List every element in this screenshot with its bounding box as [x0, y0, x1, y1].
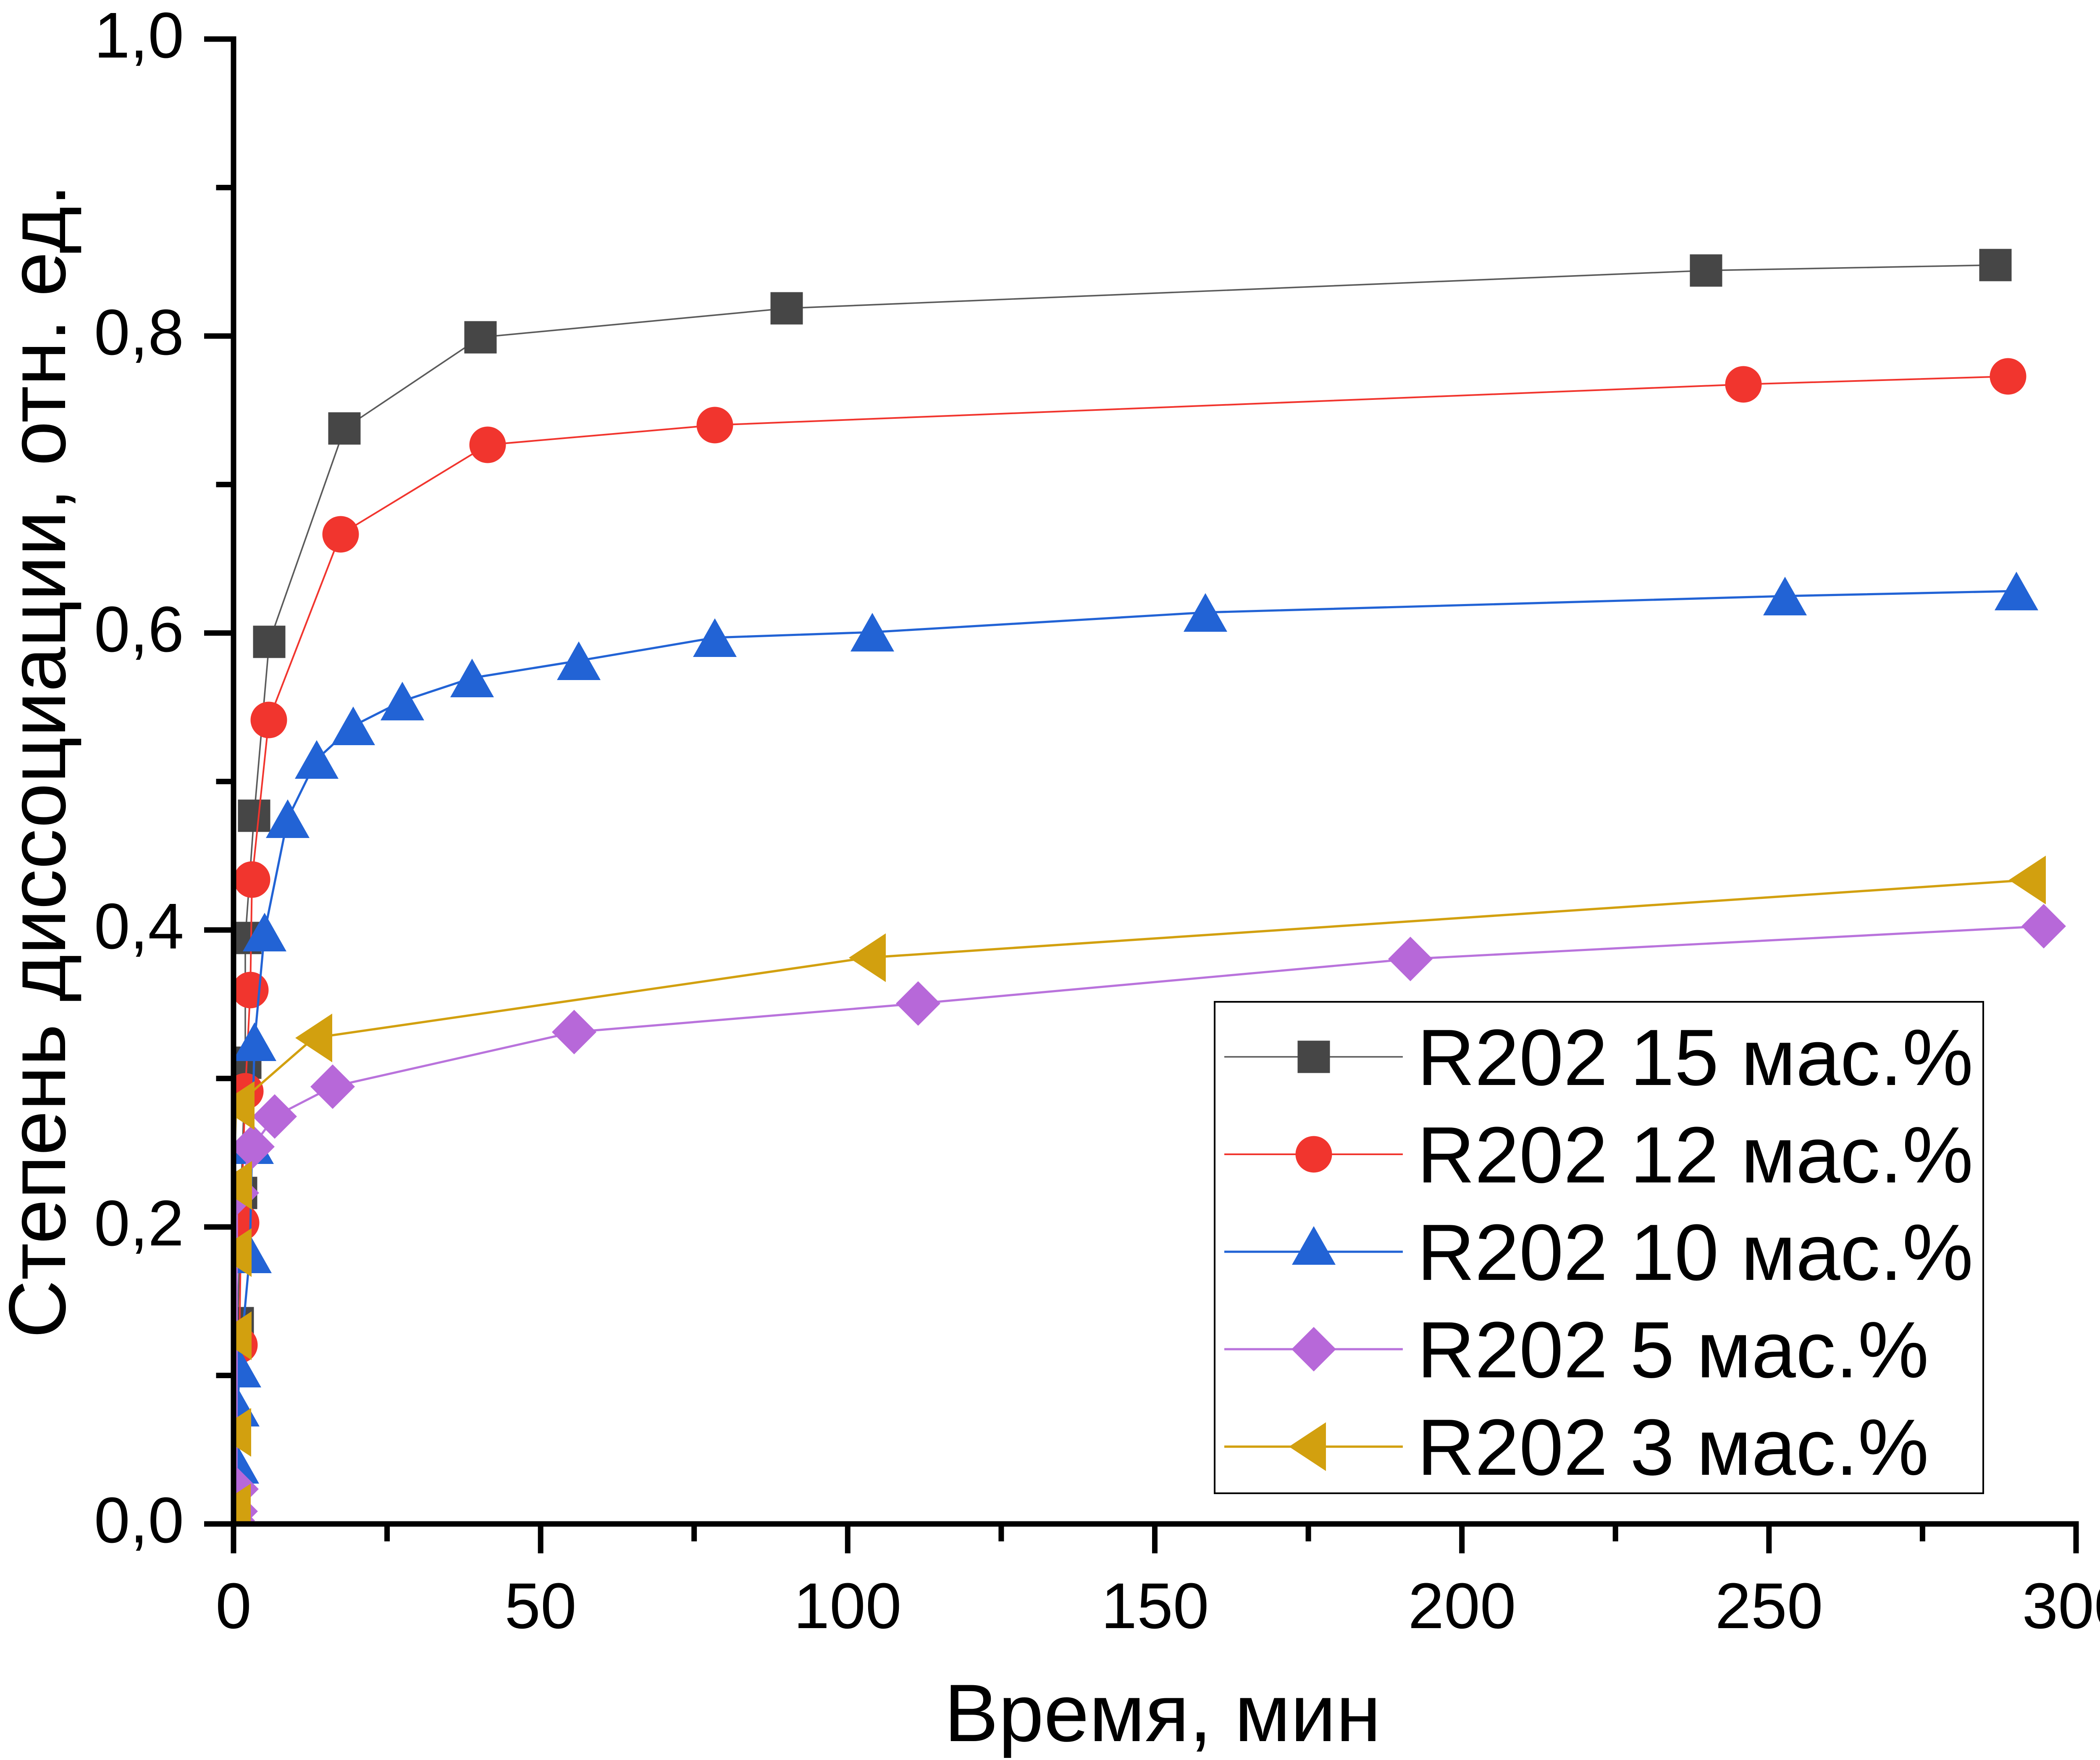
svg-text:Степень диссоциации, отн. ед.: Степень диссоциации, отн. ед.	[0, 184, 82, 1338]
svg-text:100: 100	[794, 1570, 902, 1642]
svg-text:200: 200	[1408, 1570, 1516, 1642]
svg-text:0,6: 0,6	[94, 593, 184, 665]
svg-text:0,2: 0,2	[94, 1187, 184, 1259]
svg-text:150: 150	[1101, 1570, 1209, 1642]
svg-text:Время, мин: Время, мин	[944, 1668, 1381, 1758]
svg-text:R202 10 мас.%: R202 10 мас.%	[1417, 1208, 1973, 1297]
svg-text:0,8: 0,8	[94, 296, 184, 368]
svg-text:0,4: 0,4	[94, 890, 184, 962]
svg-text:0: 0	[215, 1570, 252, 1642]
svg-text:R202 12 мас.%: R202 12 мас.%	[1417, 1111, 1973, 1200]
svg-text:R202 3 мас.%: R202 3 мас.%	[1417, 1403, 1929, 1492]
svg-text:1,0: 1,0	[94, 0, 184, 71]
svg-text:R202 15 мас.%: R202 15 мас.%	[1417, 1013, 1973, 1102]
svg-text:R202 5 мас.%: R202 5 мас.%	[1417, 1306, 1929, 1395]
svg-text:0,0: 0,0	[94, 1484, 184, 1556]
svg-text:250: 250	[1715, 1570, 1823, 1642]
svg-text:50: 50	[504, 1570, 576, 1642]
svg-text:300: 300	[2022, 1570, 2100, 1642]
